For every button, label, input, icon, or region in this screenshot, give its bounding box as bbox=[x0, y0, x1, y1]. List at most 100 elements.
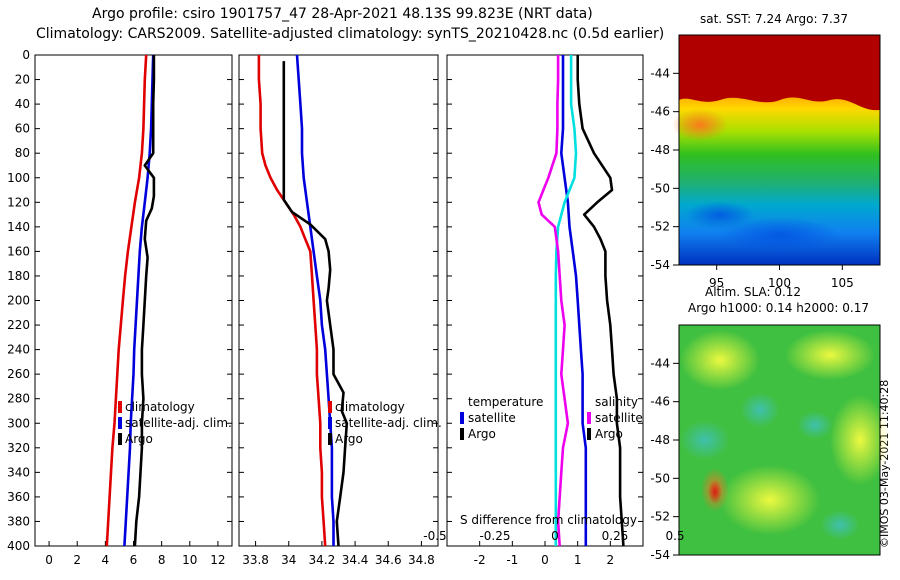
legend-swatch bbox=[587, 428, 591, 440]
sla-blob bbox=[785, 330, 875, 380]
s-tick-label: -0.5 bbox=[423, 529, 446, 543]
x-tick-label: 34.8 bbox=[408, 553, 435, 567]
x-tick-label: 34.2 bbox=[309, 553, 336, 567]
series-line-climatology bbox=[105, 54, 148, 547]
y-tick-label: 220 bbox=[7, 318, 30, 332]
x-tick-label: 34.6 bbox=[375, 553, 402, 567]
profile-panel-difference: -2 -1 0 1 2 temperature satellite Argo salinity s… bbox=[423, 54, 685, 567]
legend-label: Argo bbox=[335, 432, 363, 446]
figure-title-line2: Climatology: CARS2009. Satellite-adjuste… bbox=[36, 26, 665, 42]
s-tick-label: 0 bbox=[551, 529, 559, 543]
legend-label: climatology bbox=[335, 400, 405, 414]
sst-cold-patch-2 bbox=[685, 201, 755, 229]
y-tick-label: 300 bbox=[7, 416, 30, 430]
x-tick-label: 8 bbox=[158, 553, 166, 567]
map-y-tick-label: -50 bbox=[650, 471, 670, 485]
x-tick-label: 6 bbox=[130, 553, 138, 567]
map-y-tick-label: -52 bbox=[650, 220, 670, 234]
sla-blob bbox=[680, 330, 760, 390]
legend-label: Argo bbox=[468, 427, 496, 441]
map-y-tick-label: -52 bbox=[650, 510, 670, 524]
y-tick-label: 160 bbox=[7, 244, 30, 258]
legend-swatch bbox=[118, 417, 122, 429]
y-tick-label: 260 bbox=[7, 367, 30, 381]
map-y-tick-label: -48 bbox=[650, 143, 670, 157]
y-tick-label: 400 bbox=[7, 539, 30, 553]
s-difference-label: S difference from climatology bbox=[460, 513, 637, 527]
map-x-tick-label: 95 bbox=[709, 276, 724, 290]
sst-warm-patch bbox=[672, 109, 728, 141]
panel-frame bbox=[238, 54, 439, 547]
y-tick-label: 200 bbox=[7, 294, 30, 308]
legend-title-salinity: salinity bbox=[595, 395, 638, 409]
legend-swatch bbox=[118, 401, 122, 413]
map-y-tick-label: -44 bbox=[650, 66, 670, 80]
map-x-tick-label: 105 bbox=[831, 276, 854, 290]
profile-panel-salinity: 33.8 34 34.2 34.4 34.6 34.8 climatology satelli… bbox=[238, 54, 442, 567]
x-tick-label: 34.4 bbox=[342, 553, 369, 567]
panel-frame bbox=[34, 54, 233, 547]
y-tick-label: 380 bbox=[7, 514, 30, 528]
legend-swatch bbox=[328, 433, 332, 445]
sla-blob bbox=[708, 480, 722, 504]
series-line-satellite-adj-clim- bbox=[295, 54, 335, 546]
panel-frame bbox=[446, 54, 644, 547]
sla-blob bbox=[740, 392, 780, 428]
map-y-tick-label: -50 bbox=[650, 181, 670, 195]
y-tick-label: 180 bbox=[7, 269, 30, 283]
x-tick-label: 2 bbox=[607, 553, 615, 567]
sst-map-title: sat. SST: 7.24 Argo: 7.37 bbox=[700, 12, 849, 26]
y-tick-label: 40 bbox=[15, 97, 30, 111]
legend-label: satellite bbox=[468, 411, 516, 425]
sla-map-title-line1: Altim. SLA: 0.12 bbox=[705, 285, 802, 299]
legend-title-temperature: temperature bbox=[468, 395, 543, 409]
map-y-tick-label: -46 bbox=[650, 395, 670, 409]
sla-blob bbox=[680, 420, 730, 460]
x-tick-label: 2 bbox=[73, 553, 81, 567]
sla-map: -44 -46 -48 -50 -52 -54 bbox=[650, 324, 890, 562]
sst-warm-region bbox=[679, 35, 880, 111]
series-line-temperature-argo bbox=[576, 55, 625, 547]
x-tick-label: 1 bbox=[574, 553, 582, 567]
s-tick-label: -0.25 bbox=[479, 529, 510, 543]
map-y-tick-label: -44 bbox=[650, 356, 670, 370]
legend-swatch bbox=[328, 401, 332, 413]
y-tick-label: 120 bbox=[7, 195, 30, 209]
y-tick-label: 340 bbox=[7, 465, 30, 479]
x-tick-label: 4 bbox=[102, 553, 110, 567]
y-tick-label: 20 bbox=[15, 73, 30, 87]
sla-map-axes: -44 -46 -48 -50 -52 -54 bbox=[650, 356, 679, 562]
sla-map-title-line2: Argo h1000: 0.14 h2000: 0.17 bbox=[688, 301, 869, 315]
sla-blob bbox=[797, 411, 833, 439]
map-y-tick-label: -54 bbox=[650, 548, 670, 562]
y-tick-label: 80 bbox=[15, 146, 30, 160]
y-tick-label: 320 bbox=[7, 441, 30, 455]
y-tick-label: 360 bbox=[7, 490, 30, 504]
legend-label: climatology bbox=[125, 400, 195, 414]
y-tick-label: 140 bbox=[7, 220, 30, 234]
legend-label: Argo bbox=[125, 432, 153, 446]
sst-map: -44 -46 -48 -50 -52 -54 95 100 105 bbox=[650, 34, 881, 290]
x-tick-label: 0 bbox=[45, 553, 53, 567]
y-tick-label: 60 bbox=[15, 122, 30, 136]
x-tick-label: -1 bbox=[506, 553, 518, 567]
legend-swatch bbox=[118, 433, 122, 445]
x-tick-label: 12 bbox=[210, 553, 225, 567]
s-tick-label: 0.5 bbox=[665, 529, 684, 543]
s-tick-label: 0.25 bbox=[602, 529, 629, 543]
series-line-salinity-argo bbox=[537, 55, 570, 547]
series-line-climatology bbox=[257, 55, 327, 547]
map-y-tick-label: -46 bbox=[650, 105, 670, 119]
series-line-temperature-satellite bbox=[559, 55, 588, 546]
figure-title-line1: Argo profile: csiro 1901757_47 28-Apr-20… bbox=[92, 6, 593, 22]
sla-blob bbox=[830, 395, 890, 485]
profile-panel-temperature: 0204060801001201401601802002202402602803… bbox=[7, 48, 233, 567]
map-x-tick-label: 100 bbox=[768, 276, 791, 290]
legend-swatch bbox=[460, 412, 464, 424]
y-tick-label: 280 bbox=[7, 392, 30, 406]
x-tick-label: 10 bbox=[182, 553, 197, 567]
sst-cold-patch bbox=[720, 217, 840, 253]
y-tick-label: 0 bbox=[22, 48, 30, 62]
